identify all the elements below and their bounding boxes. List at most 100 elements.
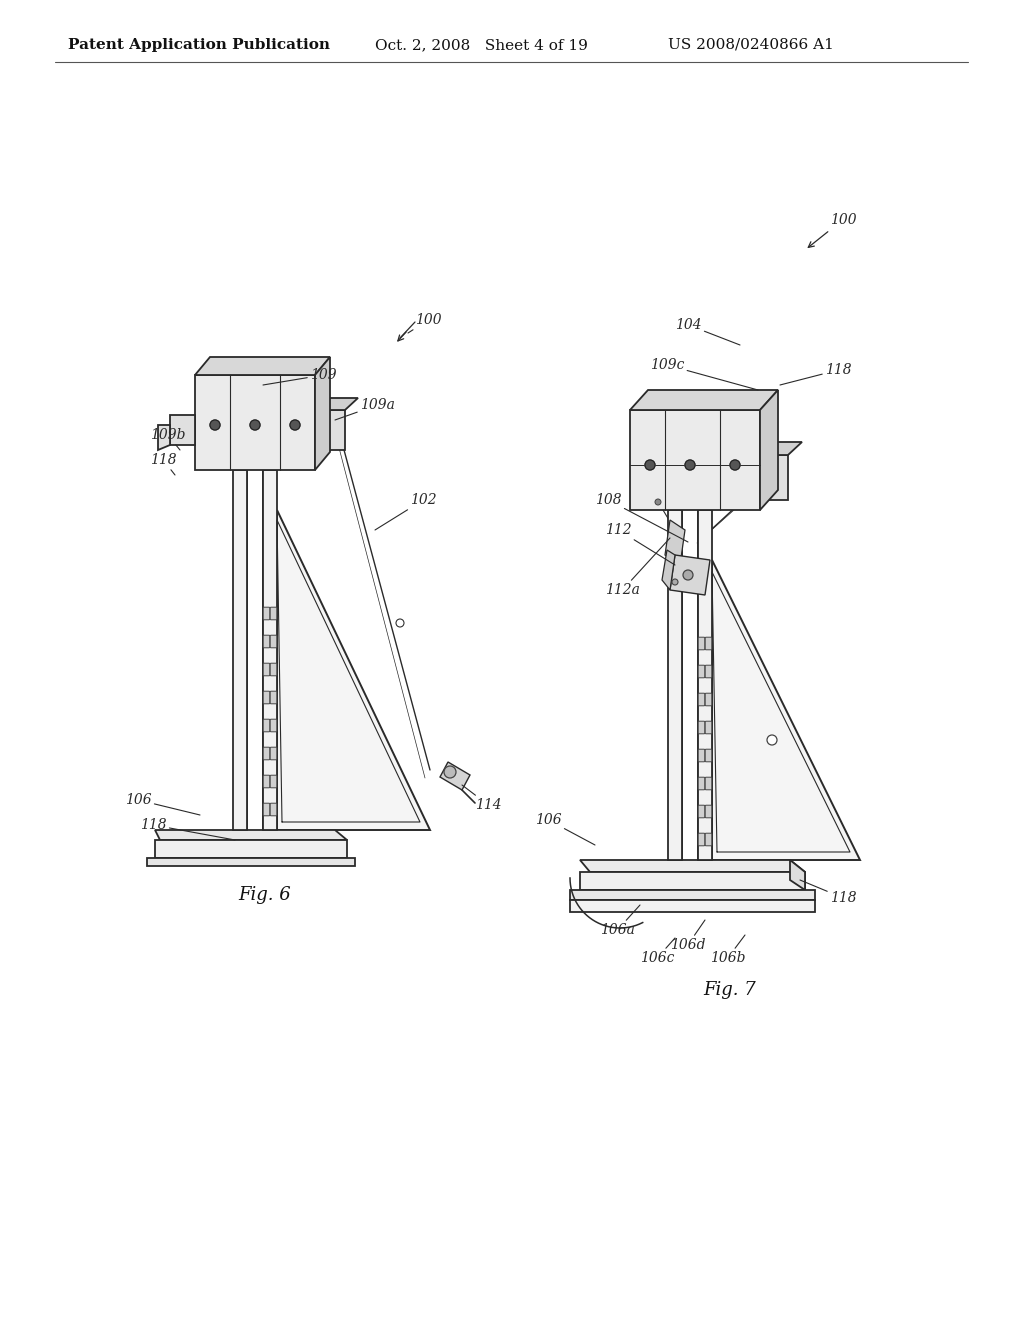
Text: 118: 118 bbox=[150, 453, 176, 475]
Circle shape bbox=[290, 420, 300, 430]
Polygon shape bbox=[665, 520, 685, 565]
FancyBboxPatch shape bbox=[263, 692, 269, 704]
Polygon shape bbox=[760, 442, 802, 455]
Text: 109b: 109b bbox=[150, 428, 185, 450]
Polygon shape bbox=[580, 873, 805, 890]
Circle shape bbox=[210, 420, 220, 430]
Circle shape bbox=[730, 459, 740, 470]
Polygon shape bbox=[662, 550, 675, 590]
FancyBboxPatch shape bbox=[706, 750, 712, 762]
Polygon shape bbox=[315, 411, 345, 450]
Polygon shape bbox=[158, 425, 170, 450]
Circle shape bbox=[685, 459, 695, 470]
Circle shape bbox=[683, 570, 693, 579]
Polygon shape bbox=[712, 560, 860, 861]
FancyBboxPatch shape bbox=[706, 833, 712, 846]
Text: 106a: 106a bbox=[600, 906, 640, 937]
FancyBboxPatch shape bbox=[706, 693, 712, 706]
Polygon shape bbox=[440, 762, 470, 789]
Polygon shape bbox=[630, 411, 760, 510]
FancyBboxPatch shape bbox=[263, 607, 269, 620]
Text: 100: 100 bbox=[830, 213, 857, 227]
Polygon shape bbox=[155, 830, 347, 840]
Text: 106d: 106d bbox=[670, 920, 706, 952]
Text: 106: 106 bbox=[535, 813, 595, 845]
FancyBboxPatch shape bbox=[698, 805, 705, 818]
Text: 106c: 106c bbox=[640, 939, 675, 965]
FancyBboxPatch shape bbox=[263, 719, 269, 731]
FancyBboxPatch shape bbox=[706, 721, 712, 734]
Polygon shape bbox=[760, 455, 788, 500]
FancyBboxPatch shape bbox=[263, 775, 269, 788]
FancyBboxPatch shape bbox=[706, 805, 712, 818]
FancyBboxPatch shape bbox=[698, 665, 705, 677]
Text: Patent Application Publication: Patent Application Publication bbox=[68, 38, 330, 51]
Polygon shape bbox=[195, 356, 330, 375]
Text: 112a: 112a bbox=[605, 539, 670, 597]
Polygon shape bbox=[155, 840, 347, 858]
Text: 102: 102 bbox=[375, 492, 436, 531]
Text: Fig. 6: Fig. 6 bbox=[239, 886, 292, 904]
Text: 118: 118 bbox=[140, 818, 234, 840]
Polygon shape bbox=[668, 510, 682, 861]
Text: 109: 109 bbox=[263, 368, 337, 385]
Polygon shape bbox=[580, 861, 805, 873]
FancyBboxPatch shape bbox=[698, 638, 705, 649]
Text: 106: 106 bbox=[125, 793, 200, 814]
Polygon shape bbox=[760, 389, 778, 510]
FancyBboxPatch shape bbox=[270, 607, 276, 620]
Text: 108: 108 bbox=[595, 492, 688, 543]
FancyBboxPatch shape bbox=[263, 803, 269, 816]
FancyBboxPatch shape bbox=[270, 692, 276, 704]
FancyBboxPatch shape bbox=[698, 721, 705, 734]
Circle shape bbox=[672, 579, 678, 585]
Polygon shape bbox=[278, 510, 430, 830]
Text: 118: 118 bbox=[780, 363, 852, 385]
FancyBboxPatch shape bbox=[698, 693, 705, 706]
Text: 114: 114 bbox=[462, 785, 502, 812]
Text: 109a: 109a bbox=[335, 399, 395, 420]
Text: Fig. 7: Fig. 7 bbox=[703, 981, 757, 999]
Text: 118: 118 bbox=[800, 880, 857, 906]
Polygon shape bbox=[263, 470, 278, 830]
Polygon shape bbox=[698, 510, 712, 861]
FancyBboxPatch shape bbox=[270, 663, 276, 676]
FancyBboxPatch shape bbox=[706, 665, 712, 677]
Circle shape bbox=[444, 766, 456, 777]
FancyBboxPatch shape bbox=[698, 833, 705, 846]
Polygon shape bbox=[315, 399, 358, 411]
Polygon shape bbox=[147, 858, 355, 866]
Circle shape bbox=[250, 420, 260, 430]
FancyBboxPatch shape bbox=[270, 719, 276, 731]
Text: US 2008/0240866 A1: US 2008/0240866 A1 bbox=[668, 38, 834, 51]
Polygon shape bbox=[790, 861, 805, 890]
FancyBboxPatch shape bbox=[270, 747, 276, 760]
Polygon shape bbox=[233, 470, 247, 830]
FancyBboxPatch shape bbox=[270, 803, 276, 816]
FancyBboxPatch shape bbox=[263, 663, 269, 676]
FancyBboxPatch shape bbox=[698, 750, 705, 762]
Polygon shape bbox=[630, 389, 778, 411]
Text: 109c: 109c bbox=[650, 358, 758, 389]
Text: 112: 112 bbox=[605, 523, 675, 565]
Circle shape bbox=[645, 459, 655, 470]
Text: Oct. 2, 2008   Sheet 4 of 19: Oct. 2, 2008 Sheet 4 of 19 bbox=[375, 38, 588, 51]
Text: 104: 104 bbox=[675, 318, 740, 345]
FancyBboxPatch shape bbox=[698, 777, 705, 789]
FancyBboxPatch shape bbox=[263, 635, 269, 648]
FancyBboxPatch shape bbox=[263, 747, 269, 760]
Polygon shape bbox=[195, 375, 315, 470]
Polygon shape bbox=[570, 900, 815, 912]
Circle shape bbox=[655, 499, 662, 506]
Polygon shape bbox=[670, 554, 710, 595]
Polygon shape bbox=[570, 890, 815, 900]
FancyBboxPatch shape bbox=[270, 775, 276, 788]
Circle shape bbox=[396, 619, 404, 627]
Polygon shape bbox=[170, 414, 195, 445]
FancyBboxPatch shape bbox=[270, 635, 276, 648]
Text: 106b: 106b bbox=[710, 935, 745, 965]
FancyBboxPatch shape bbox=[706, 777, 712, 789]
Polygon shape bbox=[315, 356, 330, 470]
Text: 100: 100 bbox=[408, 313, 441, 333]
Circle shape bbox=[767, 735, 777, 744]
